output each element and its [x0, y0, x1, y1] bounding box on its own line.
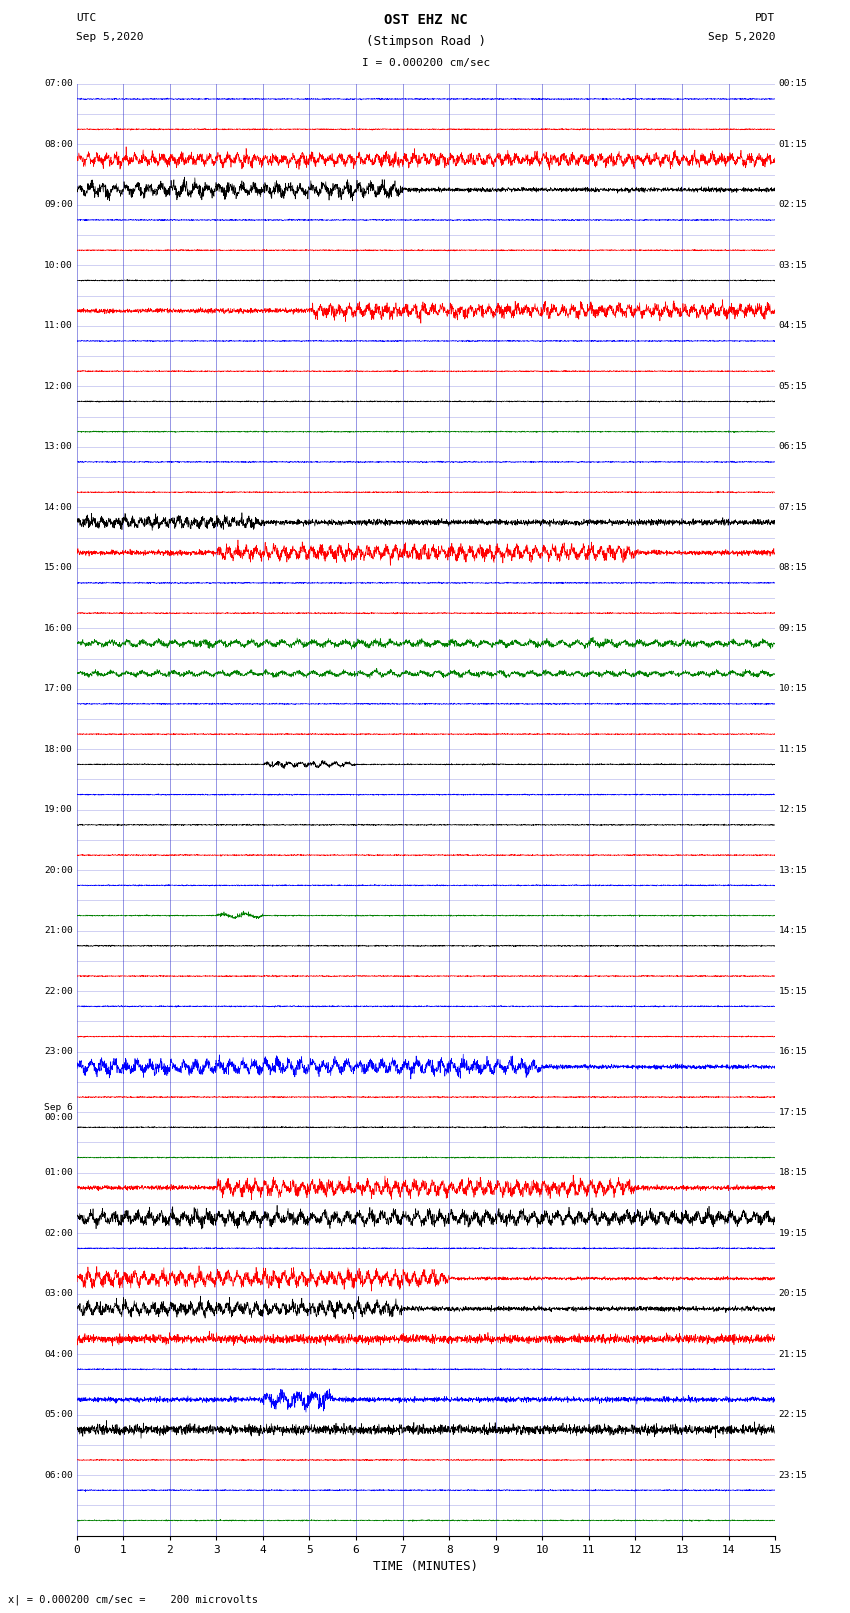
Text: Sep 5,2020: Sep 5,2020 — [76, 32, 144, 42]
Text: 03:00: 03:00 — [44, 1289, 73, 1298]
Text: 19:15: 19:15 — [779, 1229, 808, 1237]
Text: 15:15: 15:15 — [779, 987, 808, 995]
Text: 20:00: 20:00 — [44, 866, 73, 874]
Text: 02:15: 02:15 — [779, 200, 808, 210]
Text: 14:00: 14:00 — [44, 503, 73, 511]
Text: 18:15: 18:15 — [779, 1168, 808, 1177]
Text: x| = 0.000200 cm/sec =    200 microvolts: x| = 0.000200 cm/sec = 200 microvolts — [8, 1594, 258, 1605]
Text: 16:15: 16:15 — [779, 1047, 808, 1057]
Text: 07:00: 07:00 — [44, 79, 73, 89]
Text: 01:15: 01:15 — [779, 140, 808, 148]
Text: Sep 5,2020: Sep 5,2020 — [708, 32, 775, 42]
Text: Sep 6
00:00: Sep 6 00:00 — [44, 1103, 73, 1121]
Text: 00:15: 00:15 — [779, 79, 808, 89]
Text: 15:00: 15:00 — [44, 563, 73, 573]
Text: 08:00: 08:00 — [44, 140, 73, 148]
Text: 01:00: 01:00 — [44, 1168, 73, 1177]
X-axis label: TIME (MINUTES): TIME (MINUTES) — [373, 1560, 479, 1573]
Text: 12:00: 12:00 — [44, 382, 73, 390]
Text: 18:00: 18:00 — [44, 745, 73, 753]
Text: 17:00: 17:00 — [44, 684, 73, 694]
Text: 13:15: 13:15 — [779, 866, 808, 874]
Text: 10:15: 10:15 — [779, 684, 808, 694]
Text: UTC: UTC — [76, 13, 97, 23]
Text: 05:15: 05:15 — [779, 382, 808, 390]
Text: 04:15: 04:15 — [779, 321, 808, 331]
Text: 05:00: 05:00 — [44, 1410, 73, 1419]
Text: 12:15: 12:15 — [779, 805, 808, 815]
Text: 09:15: 09:15 — [779, 624, 808, 632]
Text: 23:00: 23:00 — [44, 1047, 73, 1057]
Text: 22:00: 22:00 — [44, 987, 73, 995]
Text: 22:15: 22:15 — [779, 1410, 808, 1419]
Text: 21:00: 21:00 — [44, 926, 73, 936]
Text: 06:00: 06:00 — [44, 1471, 73, 1479]
Text: 21:15: 21:15 — [779, 1350, 808, 1358]
Text: 03:15: 03:15 — [779, 261, 808, 269]
Text: PDT: PDT — [755, 13, 775, 23]
Text: 20:15: 20:15 — [779, 1289, 808, 1298]
Text: 13:00: 13:00 — [44, 442, 73, 452]
Text: 09:00: 09:00 — [44, 200, 73, 210]
Text: 19:00: 19:00 — [44, 805, 73, 815]
Text: 07:15: 07:15 — [779, 503, 808, 511]
Text: 06:15: 06:15 — [779, 442, 808, 452]
Text: 08:15: 08:15 — [779, 563, 808, 573]
Text: 11:15: 11:15 — [779, 745, 808, 753]
Text: OST EHZ NC: OST EHZ NC — [384, 13, 468, 27]
Text: (Stimpson Road ): (Stimpson Road ) — [366, 35, 486, 48]
Text: 16:00: 16:00 — [44, 624, 73, 632]
Text: 02:00: 02:00 — [44, 1229, 73, 1237]
Text: I = 0.000200 cm/sec: I = 0.000200 cm/sec — [362, 58, 490, 68]
Text: 17:15: 17:15 — [779, 1108, 808, 1116]
Text: 11:00: 11:00 — [44, 321, 73, 331]
Text: 10:00: 10:00 — [44, 261, 73, 269]
Text: 23:15: 23:15 — [779, 1471, 808, 1479]
Text: 14:15: 14:15 — [779, 926, 808, 936]
Text: 04:00: 04:00 — [44, 1350, 73, 1358]
